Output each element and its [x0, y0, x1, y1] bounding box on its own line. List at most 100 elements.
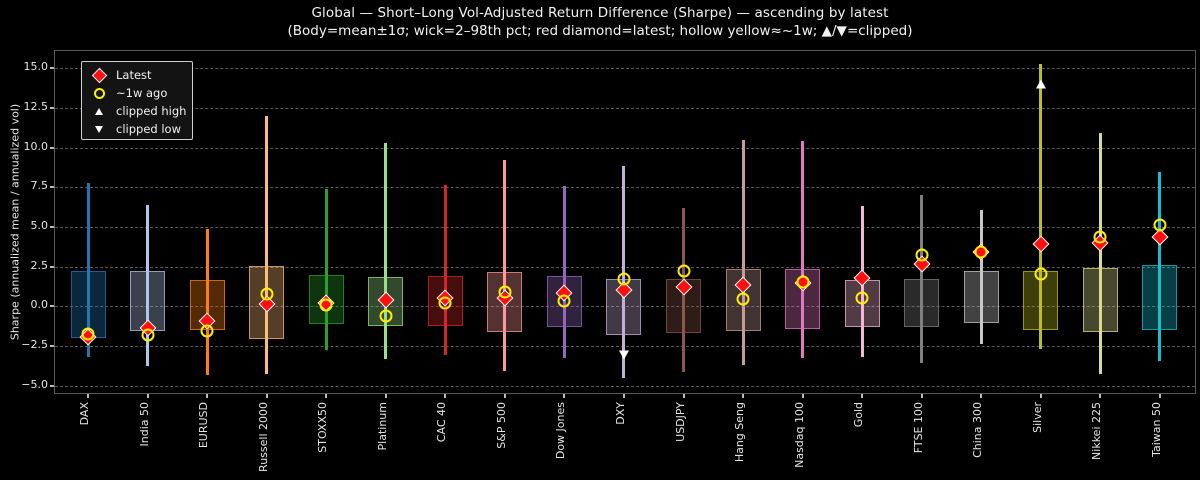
y-tick-label: 5.0: [30, 218, 49, 232]
x-tick-mark: [742, 394, 745, 398]
legend-label: ~1w ago: [116, 86, 168, 100]
week-ago-marker: [736, 292, 750, 306]
x-tick-label: Hang Seng: [733, 402, 747, 463]
x-tick-label: USDJPY: [673, 402, 687, 442]
x-tick-mark: [325, 394, 328, 398]
x-tick-label: CAC 40: [435, 402, 449, 443]
clipped-low-marker: [618, 350, 629, 360]
x-tick-mark: [682, 394, 685, 398]
plot-area: [54, 50, 1196, 394]
week-ago-marker: [498, 285, 512, 299]
x-tick-label: Taiwan 50: [1149, 402, 1163, 457]
latest-marker: [1151, 228, 1169, 246]
candle-wick: [503, 160, 507, 372]
y-tick-label: 15.0: [23, 60, 49, 74]
x-tick-mark: [1099, 394, 1102, 398]
x-tick-mark: [444, 394, 447, 398]
week-ago-marker: [1153, 218, 1167, 232]
candle-wick: [920, 195, 924, 363]
y-tick-mark: [50, 107, 54, 110]
week-ago-marker: [1034, 267, 1048, 281]
legend-item-week-ago: ~1w ago: [82, 84, 192, 102]
x-tick-mark: [920, 394, 923, 398]
x-tick-mark: [1158, 394, 1161, 398]
x-tick-label: Platinum: [375, 402, 389, 451]
x-tick-mark: [146, 394, 149, 398]
y-tick-mark: [50, 305, 54, 308]
candle-wick: [146, 204, 150, 366]
x-tick-label: DXY: [613, 402, 627, 425]
candle-wick: [205, 228, 209, 376]
week-ago-marker: [557, 294, 571, 308]
gridline: [55, 108, 1195, 110]
week-ago-marker: [617, 272, 631, 286]
candle-wick: [562, 185, 566, 358]
x-tick-label: Nikkei 225: [1090, 402, 1104, 460]
x-tick-label: Silver: [1030, 402, 1044, 433]
x-tick-mark: [622, 394, 625, 398]
week-ago-marker: [141, 328, 155, 342]
week-ago-marker: [319, 298, 333, 312]
down-triangle-icon: [95, 125, 103, 133]
week-ago-marker: [677, 264, 690, 278]
gridline: [55, 68, 1195, 70]
legend-label: clipped low: [116, 122, 181, 136]
x-tick-label: FTSE 100: [911, 402, 925, 454]
candle-wick: [801, 141, 805, 358]
x-tick-mark: [87, 394, 89, 398]
week-ago-marker: [796, 275, 810, 289]
x-tick-label: Russell 2000: [256, 402, 270, 472]
y-tick-label: 7.5: [30, 179, 49, 193]
candle-wick: [443, 184, 447, 355]
yellow-hollow-circle-icon: [93, 87, 105, 99]
gridline: [55, 385, 1195, 387]
x-tick-mark: [384, 394, 387, 398]
x-tick-label: India 50: [137, 402, 151, 447]
y-tick-label: −5.0: [21, 377, 48, 391]
x-tick-mark: [265, 394, 268, 398]
x-tick-label: EURUSD: [197, 402, 211, 449]
week-ago-marker: [974, 245, 988, 259]
legend-item-clipped-high: clipped high: [82, 102, 192, 120]
chart-title: Global — Short–Long Vol-Adjusted Return …: [311, 5, 889, 21]
candle-wick: [1039, 63, 1043, 350]
x-tick-mark: [980, 394, 983, 398]
y-tick-mark: [50, 344, 54, 347]
week-ago-marker: [200, 324, 214, 338]
candle-wick: [1098, 133, 1102, 375]
x-tick-label: Dow Jones: [554, 402, 568, 460]
candle-wick: [265, 116, 269, 375]
y-tick-label: 2.5: [30, 258, 49, 272]
y-tick-label: −2.5: [21, 337, 48, 351]
x-tick-label: Gold: [852, 402, 866, 428]
x-tick-mark: [801, 394, 804, 398]
legend-label: Latest: [116, 68, 152, 82]
y-tick-label: 0.0: [30, 298, 49, 312]
week-ago-marker: [379, 309, 393, 323]
x-tick-mark: [503, 394, 506, 398]
week-ago-marker: [1093, 230, 1107, 243]
y-tick-mark: [50, 225, 54, 228]
week-ago-marker: [915, 248, 929, 262]
x-tick-mark: [206, 394, 209, 398]
candle-wick: [1158, 172, 1162, 361]
week-ago-marker: [81, 327, 95, 341]
clipped-high-marker: [1035, 79, 1046, 89]
x-tick-mark: [861, 394, 864, 398]
y-tick-label: 10.0: [23, 139, 49, 153]
y-tick-mark: [50, 67, 54, 70]
candle-wick: [741, 139, 745, 365]
x-tick-label: DAX: [78, 402, 91, 426]
week-ago-marker: [438, 296, 452, 310]
gridline: [55, 147, 1195, 149]
week-ago-marker: [260, 287, 274, 301]
candle-wick: [86, 182, 90, 357]
candle-wick: [324, 188, 328, 350]
chart-subtitle: (Body=mean±1σ; wick=2–98th pct; red diam…: [287, 23, 913, 39]
x-tick-label: Nasdaq 100: [792, 402, 806, 468]
x-tick-mark: [1039, 394, 1042, 398]
red-diamond-icon: [91, 67, 107, 83]
x-tick-label: China 300: [971, 402, 985, 458]
y-tick-mark: [50, 186, 54, 189]
x-tick-label: STOXX50: [316, 402, 330, 453]
